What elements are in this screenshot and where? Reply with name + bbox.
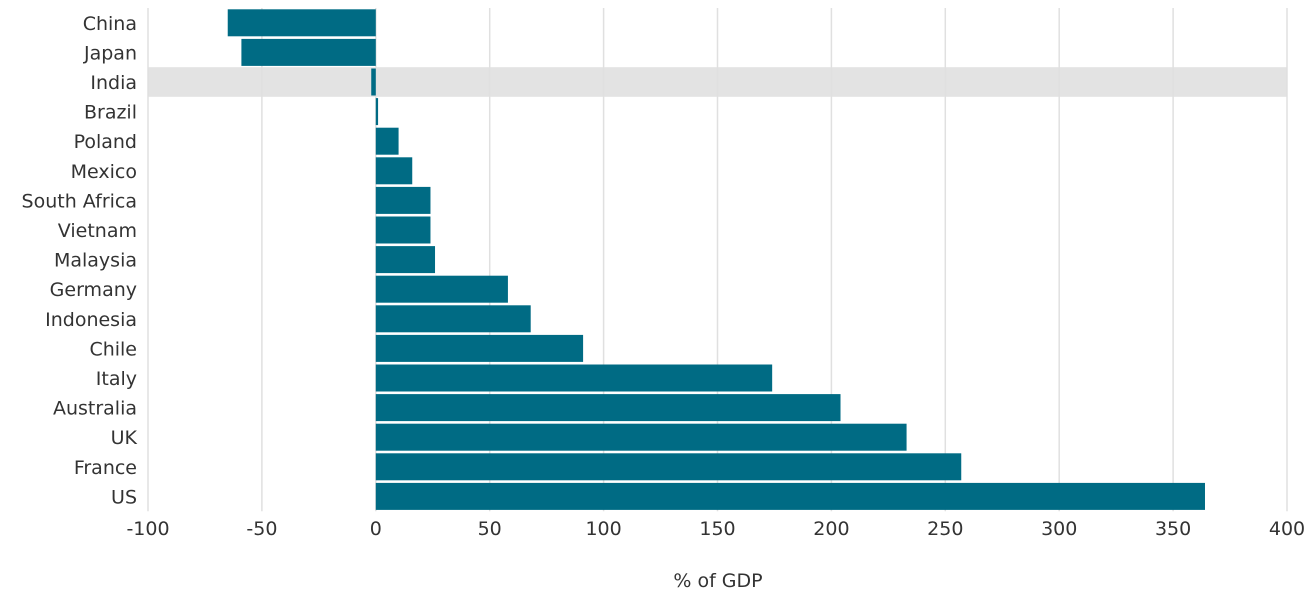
x-tick-label: 400 (1269, 518, 1305, 540)
x-tick-label: 200 (813, 518, 849, 540)
bar-india (371, 68, 376, 96)
bar-germany (375, 275, 508, 303)
bar-malaysia (375, 246, 436, 274)
category-label: UK (111, 427, 138, 449)
category-label: Germany (50, 279, 137, 301)
category-label: Chile (89, 338, 137, 360)
x-tick-label: -100 (126, 518, 169, 540)
bar-brazil (375, 98, 379, 126)
category-label: India (90, 72, 137, 94)
bar-mexico (375, 157, 413, 185)
x-tick-label: 0 (370, 518, 382, 540)
bar-indonesia (375, 305, 531, 333)
x-tick-label: 150 (699, 518, 735, 540)
category-label: Japan (83, 42, 137, 64)
category-label: Poland (74, 131, 137, 153)
bar-japan (241, 38, 376, 66)
x-axis-title: % of GDP (673, 570, 762, 592)
x-tick-label: -50 (246, 518, 277, 540)
category-label: Indonesia (45, 309, 137, 331)
category-label: South Africa (22, 190, 137, 212)
category-label: US (111, 486, 137, 508)
category-label: Italy (96, 368, 137, 390)
category-labels: China Japan India Brazil Poland Mexico South A… (22, 13, 138, 509)
bar-vietnam (375, 216, 431, 244)
category-label: Vietnam (58, 220, 137, 242)
bar-poland (375, 127, 399, 155)
x-tick-labels: -100 -50 0 50 100 150 200 250 300 350 400 (126, 518, 1305, 540)
bar-uk (375, 423, 907, 451)
x-tick-label: 50 (478, 518, 502, 540)
bars-layer (227, 9, 1205, 510)
bar-france (375, 453, 962, 481)
bar-chile (375, 334, 584, 362)
bar-south-africa (375, 186, 431, 214)
category-label: Brazil (84, 102, 137, 124)
category-label: Malaysia (54, 250, 137, 272)
x-tick-label: 300 (1041, 518, 1077, 540)
category-label: Mexico (71, 161, 137, 183)
bar-china (227, 9, 376, 37)
bar-us (375, 482, 1205, 510)
category-label: China (83, 13, 137, 35)
x-tick-label: 350 (1155, 518, 1191, 540)
x-tick-label: 100 (585, 518, 621, 540)
bar-australia (375, 394, 841, 422)
x-tick-label: 250 (927, 518, 963, 540)
category-label: France (74, 457, 137, 479)
bar-italy (375, 364, 773, 392)
category-label: Australia (53, 398, 137, 420)
